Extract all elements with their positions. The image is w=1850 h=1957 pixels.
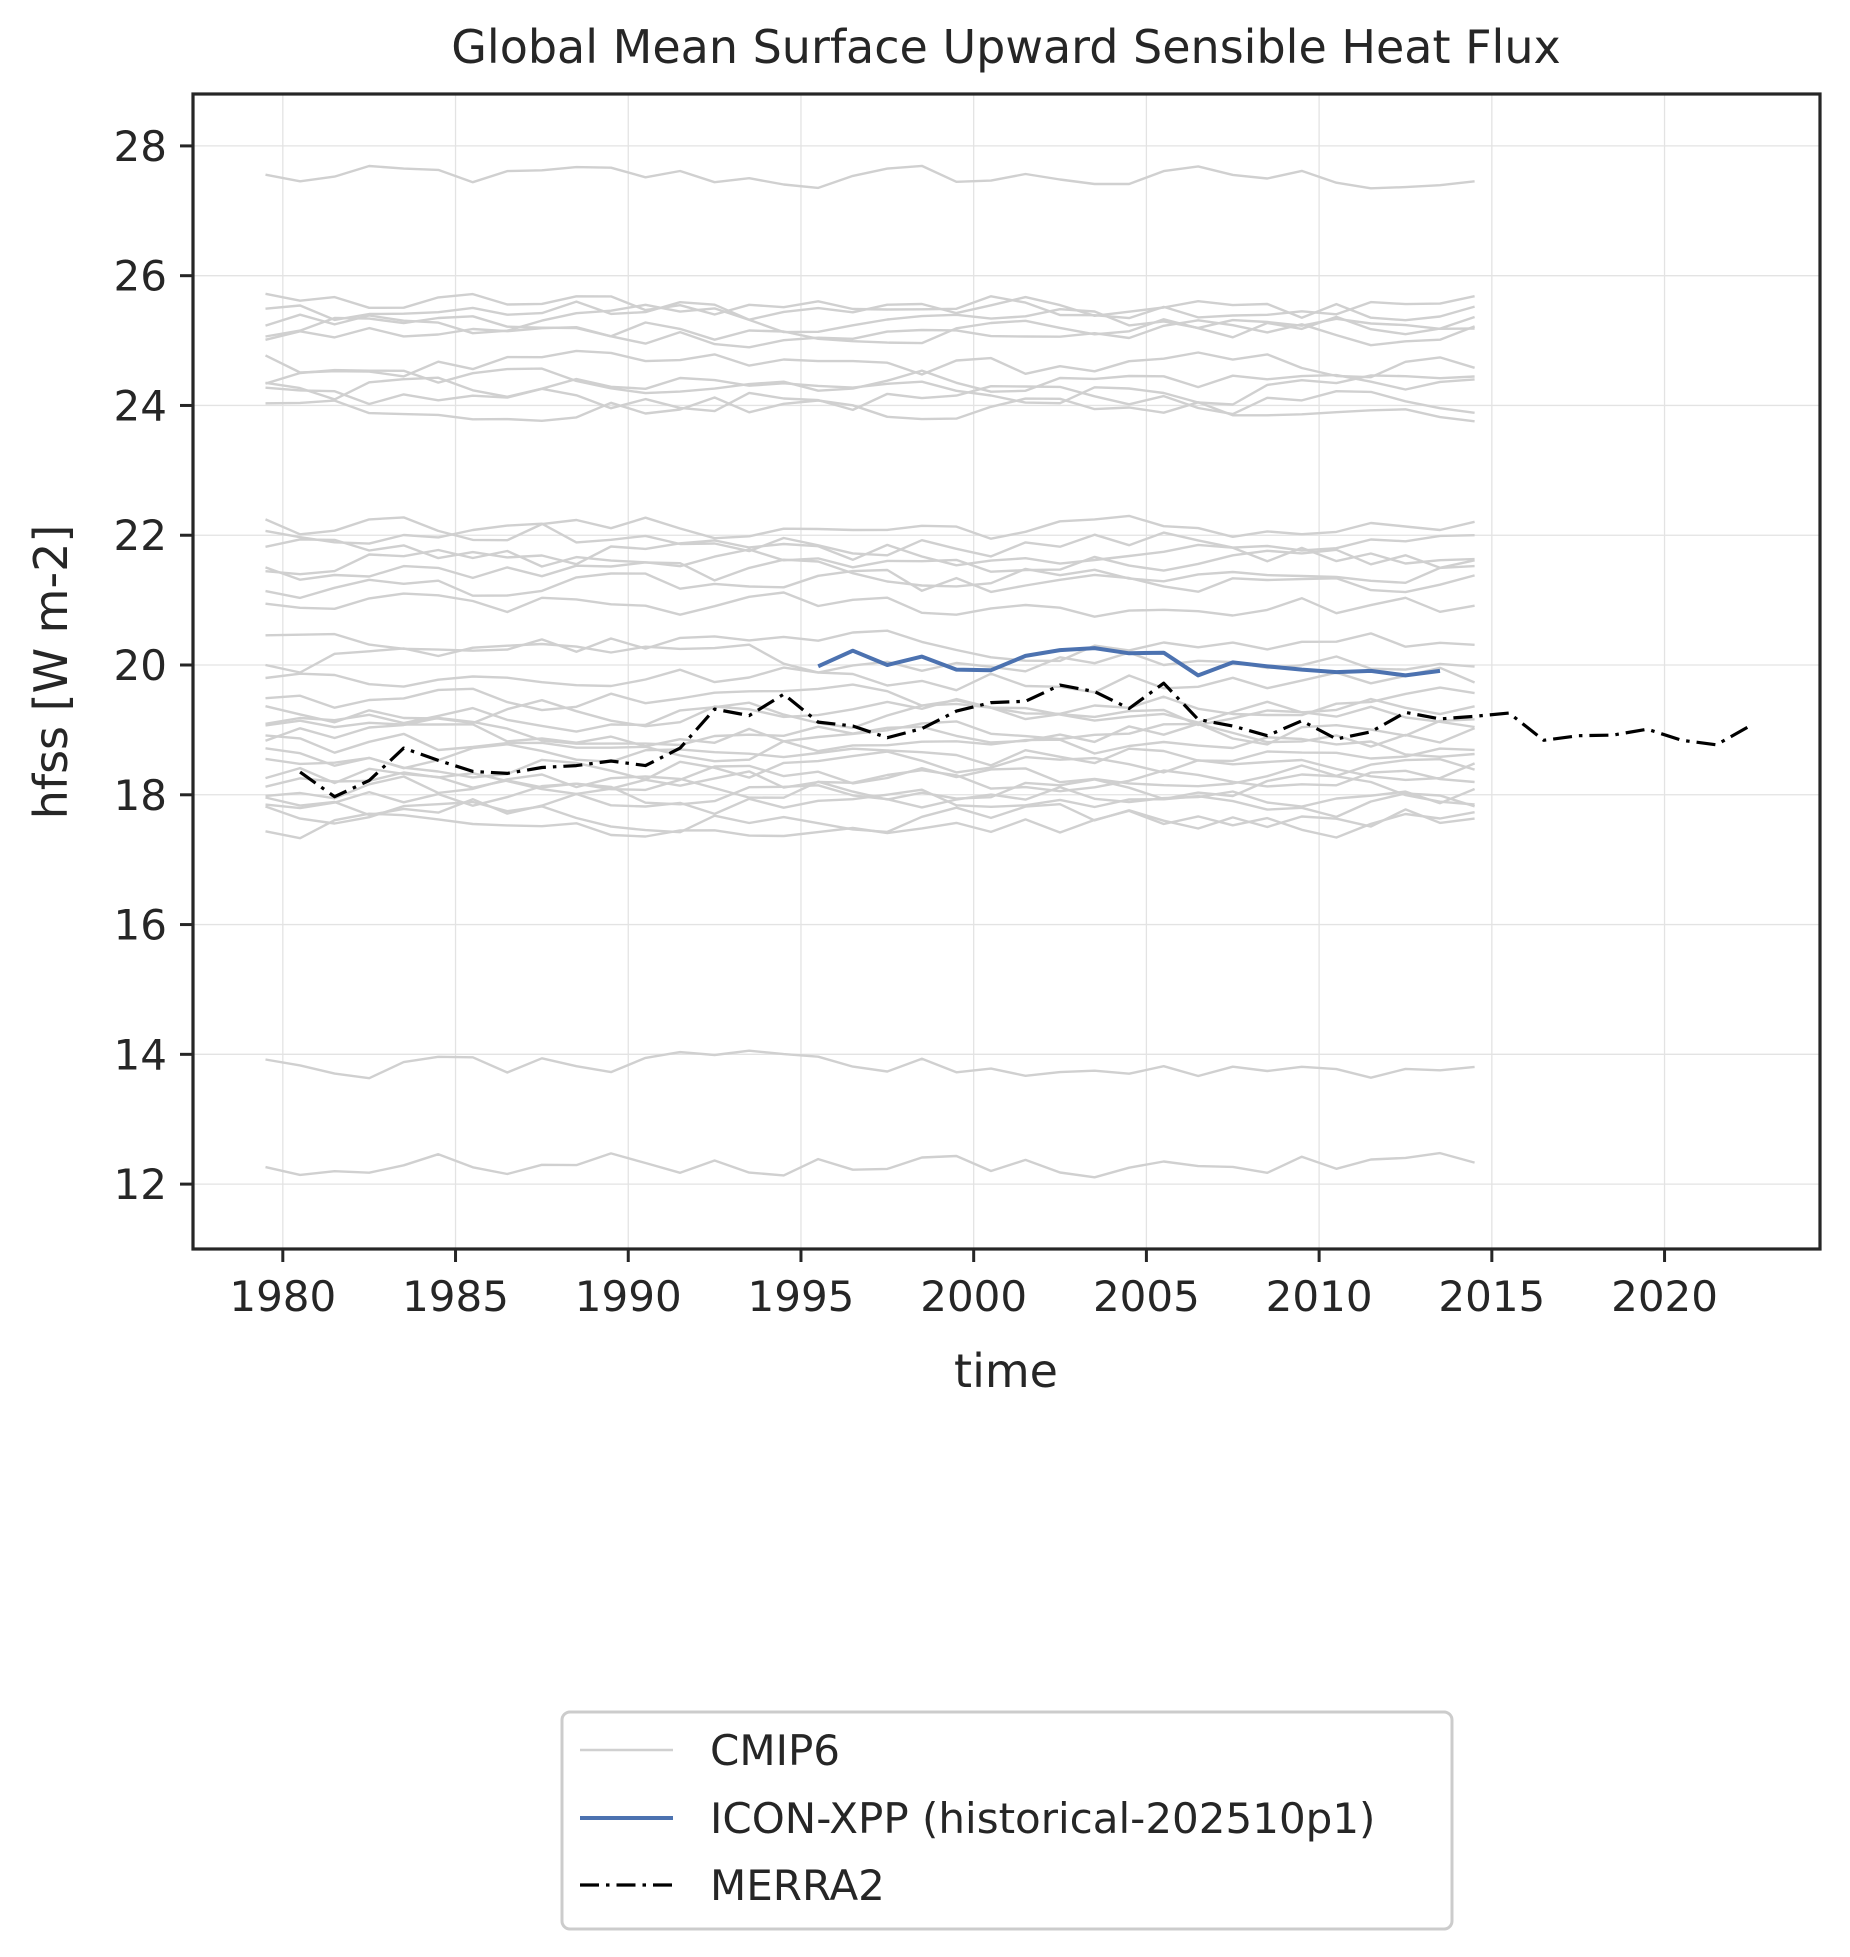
- cmip6-line-17: [265, 591, 1475, 618]
- cmip6-line-5: [265, 319, 1476, 349]
- cmip6-line-15: [265, 558, 1475, 588]
- y-tick-label-16: 16: [114, 901, 167, 950]
- plot-frame: [191, 92, 1822, 1251]
- cmip6-line-26: [265, 732, 1475, 763]
- y-tick-label-24: 24: [114, 381, 167, 430]
- merra2-line: [299, 681, 1752, 799]
- cmip6-line-9: [265, 385, 1475, 416]
- y-tick-label-18: 18: [114, 771, 167, 820]
- y-tick-label-14: 14: [114, 1030, 167, 1079]
- cmip6-line-36: [265, 1049, 1475, 1080]
- y-tick-label-22: 22: [114, 511, 167, 560]
- x-tick-label-1980: 1980: [229, 1272, 336, 1321]
- legend-label-merra2: MERRA2: [710, 1861, 885, 1910]
- cmip6-line-13: [265, 538, 1475, 567]
- cmip6-line-10: [265, 396, 1475, 423]
- cmip6-line-3: [265, 303, 1475, 335]
- x-axis-ticks: 1980 1985 1990 1995 2000 2005 2010 2015 2020: [229, 1249, 1718, 1321]
- icon-xpp-line: [817, 646, 1441, 678]
- cmip6-line-21: [265, 683, 1475, 717]
- data-series: [299, 646, 1752, 799]
- cmip6-line-23: [265, 701, 1475, 733]
- x-tick-label-1995: 1995: [748, 1272, 855, 1321]
- legend-label-icon-xpp: ICON-XPP (historical-202510p1): [710, 1794, 1375, 1843]
- y-axis-label: hfss [W m-2]: [24, 525, 78, 820]
- cmip6-line-2: [265, 295, 1475, 322]
- x-tick-label-2020: 2020: [1611, 1272, 1718, 1321]
- cmip6-line-30: [265, 769, 1475, 796]
- x-tick-label-1985: 1985: [402, 1272, 509, 1321]
- cmip6-line-20: [265, 666, 1476, 694]
- cmip6-line-31: [265, 773, 1475, 806]
- y-tick-label-28: 28: [114, 122, 167, 171]
- cmip6-line-4: [265, 315, 1475, 345]
- cmip6-line-14: [265, 548, 1475, 576]
- legend-box: [560, 1710, 1454, 1931]
- x-tick-label-2005: 2005: [1093, 1272, 1200, 1321]
- cmip6-line-6: [264, 349, 1475, 379]
- y-tick-label-26: 26: [114, 252, 167, 301]
- y-axis-ticks: 12 14 16 18 20 22 24 26 28: [114, 122, 193, 1209]
- x-tick-label-2015: 2015: [1438, 1272, 1545, 1321]
- x-tick-label-1990: 1990: [575, 1272, 682, 1321]
- x-tick-label-2000: 2000: [920, 1272, 1027, 1321]
- chart-title: Global Mean Surface Upward Sensible Heat…: [451, 20, 1560, 74]
- y-tick-label-20: 20: [114, 641, 167, 690]
- cmip6-line-28: [265, 750, 1476, 782]
- cmip6-line-29: [265, 758, 1475, 792]
- cmip6-line-18: [265, 629, 1475, 663]
- legend: CMIP6 ICON-XPP (historical-202510p1) MER…: [560, 1710, 1454, 1931]
- cmip6-line-35: [265, 809, 1475, 840]
- x-tick-label-2010: 2010: [1266, 1272, 1373, 1321]
- cmip6-line-27: [265, 743, 1475, 770]
- cmip6-line-16: [265, 568, 1475, 600]
- cmip6-line-0: [265, 164, 1475, 190]
- y-tick-label-12: 12: [114, 1160, 167, 1209]
- cmip6-line-12: [265, 522, 1475, 558]
- cmip6-line-11: [265, 514, 1475, 542]
- cmip6-line-37: [265, 1151, 1475, 1179]
- legend-label-cmip6: CMIP6: [710, 1726, 840, 1775]
- cmip6-line-8: [265, 374, 1475, 406]
- x-axis-label: time: [954, 1344, 1058, 1398]
